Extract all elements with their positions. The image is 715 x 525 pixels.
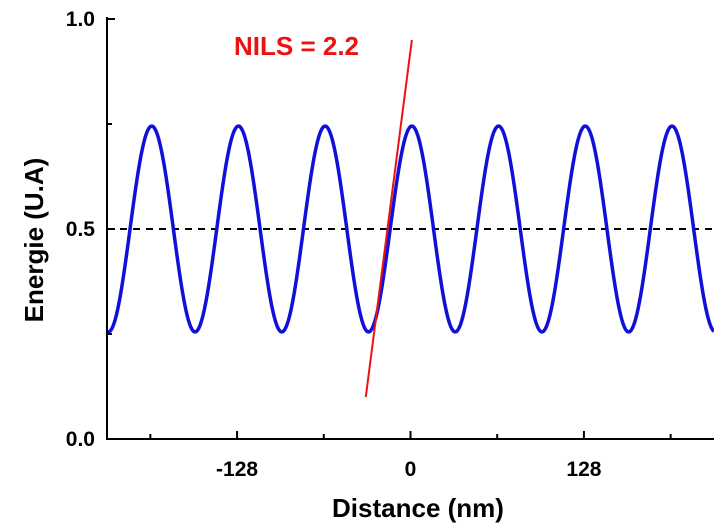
plot-lines <box>107 39 714 398</box>
y-axis-title: Energie (U.A) <box>19 158 49 323</box>
y-tick-label: 0.5 <box>66 218 96 241</box>
x-tick-label: 128 <box>566 458 601 481</box>
ticks: -128 0 128 0.0 0.5 1.0 <box>66 8 672 481</box>
x-axis-title: Distance (nm) <box>332 493 504 523</box>
y-tick-label: 1.0 <box>66 8 95 31</box>
y-tick-label: 0.0 <box>66 428 95 451</box>
x-tick-label: 0 <box>405 458 417 481</box>
nils-annotation: NILS = 2.2 <box>234 31 359 61</box>
energy-curve <box>107 124 714 334</box>
nils-slope-line <box>364 39 413 398</box>
x-tick-label: -128 <box>216 458 258 481</box>
